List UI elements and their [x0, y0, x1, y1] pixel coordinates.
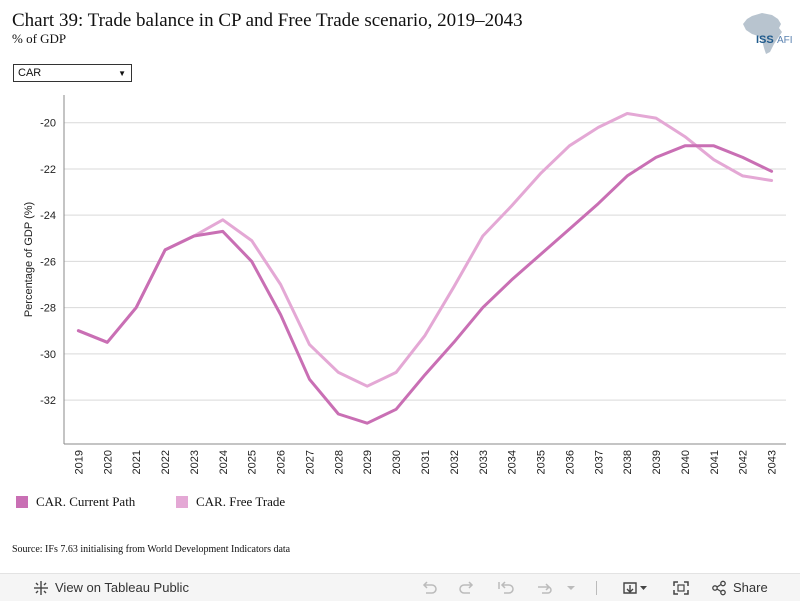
- x-tick-label: 2035: [536, 450, 548, 474]
- tableau-logo-icon: [34, 580, 48, 595]
- x-tick-label: 2023: [189, 450, 201, 474]
- x-tick-label: 2024: [218, 450, 230, 474]
- chevron-down-icon: ▼: [118, 69, 126, 78]
- x-tick-label: 2040: [680, 450, 692, 474]
- refresh-options-button[interactable]: [566, 574, 576, 601]
- redo-icon: [459, 580, 474, 594]
- series-line-current-path: [76, 144, 774, 425]
- x-tick-label: 2020: [102, 450, 114, 474]
- logo-text-suffix: AFI: [777, 35, 793, 46]
- legend-item-current-path[interactable]: CAR. Current Path: [16, 494, 135, 510]
- x-tick-label: 2028: [333, 450, 345, 474]
- chart-title: Chart 39: Trade balance in CP and Free T…: [12, 10, 523, 31]
- x-tick-label: 2034: [507, 450, 519, 474]
- legend-label-free-trade: CAR. Free Trade: [196, 494, 286, 509]
- share-label: Share: [733, 580, 768, 595]
- y-tick-label: -24: [40, 210, 56, 222]
- y-tick-label: -28: [40, 303, 56, 315]
- x-tick-label: 2032: [449, 450, 461, 474]
- iss-africa-logo: ISS AFI: [738, 10, 794, 56]
- y-tick-label: -30: [40, 349, 56, 361]
- tableau-toolbar: View on Tableau Public Share: [0, 573, 800, 601]
- x-tick-label: 2039: [651, 450, 663, 474]
- series-line-free-trade: [76, 112, 774, 388]
- x-tick-label: 2033: [478, 450, 490, 474]
- country-filter-dropdown[interactable]: CAR ▼: [13, 64, 132, 82]
- source-note: Source: IFs 7.63 initialising from World…: [12, 544, 291, 555]
- x-tick-label: 2030: [391, 450, 403, 474]
- redo-button[interactable]: [458, 574, 476, 601]
- x-tick-label: 2022: [160, 450, 172, 474]
- view-on-tableau-label: View on Tableau Public: [55, 580, 189, 595]
- x-tick-label: 2026: [276, 450, 288, 474]
- legend-label-current-path: CAR. Current Path: [36, 494, 136, 509]
- fullscreen-button[interactable]: [672, 574, 690, 601]
- legend-swatch-free-trade: [176, 496, 188, 508]
- undo-button[interactable]: [420, 574, 438, 601]
- revert-icon: [498, 580, 514, 594]
- x-tick-label: 2043: [767, 450, 779, 474]
- country-filter-value: CAR: [18, 67, 42, 79]
- refresh-icon: [538, 582, 552, 594]
- y-tick-label: -20: [40, 118, 56, 130]
- caret-down-icon: [567, 585, 575, 590]
- x-tick-label: 2038: [622, 450, 634, 474]
- x-tick-label: 2029: [362, 450, 374, 474]
- x-tick-label: 2021: [131, 450, 143, 474]
- x-tick-label: 2027: [304, 450, 316, 474]
- download-icon: [623, 581, 647, 594]
- legend-swatch-current-path: [16, 496, 28, 508]
- x-tick-label: 2041: [709, 450, 721, 474]
- y-tick-label: -26: [40, 256, 56, 268]
- fullscreen-icon: [673, 580, 689, 595]
- x-tick-label: 2036: [564, 450, 576, 474]
- x-tick-label: 2037: [593, 450, 605, 474]
- revert-button[interactable]: [497, 574, 515, 601]
- share-icon: [712, 580, 726, 595]
- logo-text: ISS: [756, 34, 774, 46]
- y-axis-label: Percentage of GDP (%): [23, 202, 35, 317]
- view-on-tableau-link[interactable]: View on Tableau Public: [33, 574, 189, 601]
- x-tick-label: 2025: [247, 450, 259, 474]
- share-button[interactable]: Share: [711, 574, 768, 601]
- trade-balance-line-chart: -32 -30 -28 -26 -24 -22 -20 2019 2020 2021 2022 202…: [23, 95, 786, 474]
- undo-icon: [422, 580, 437, 594]
- x-tick-label: 2019: [73, 450, 85, 474]
- toolbar-divider: [596, 581, 597, 595]
- refresh-button[interactable]: [536, 574, 554, 601]
- y-tick-label: -22: [40, 164, 56, 176]
- x-tick-label: 2042: [738, 450, 750, 474]
- y-tick-label: -32: [40, 395, 56, 407]
- download-button[interactable]: [622, 574, 648, 601]
- legend-item-free-trade[interactable]: CAR. Free Trade: [176, 494, 285, 510]
- chart-subtitle: % of GDP: [12, 31, 67, 46]
- x-tick-label: 2031: [420, 450, 432, 474]
